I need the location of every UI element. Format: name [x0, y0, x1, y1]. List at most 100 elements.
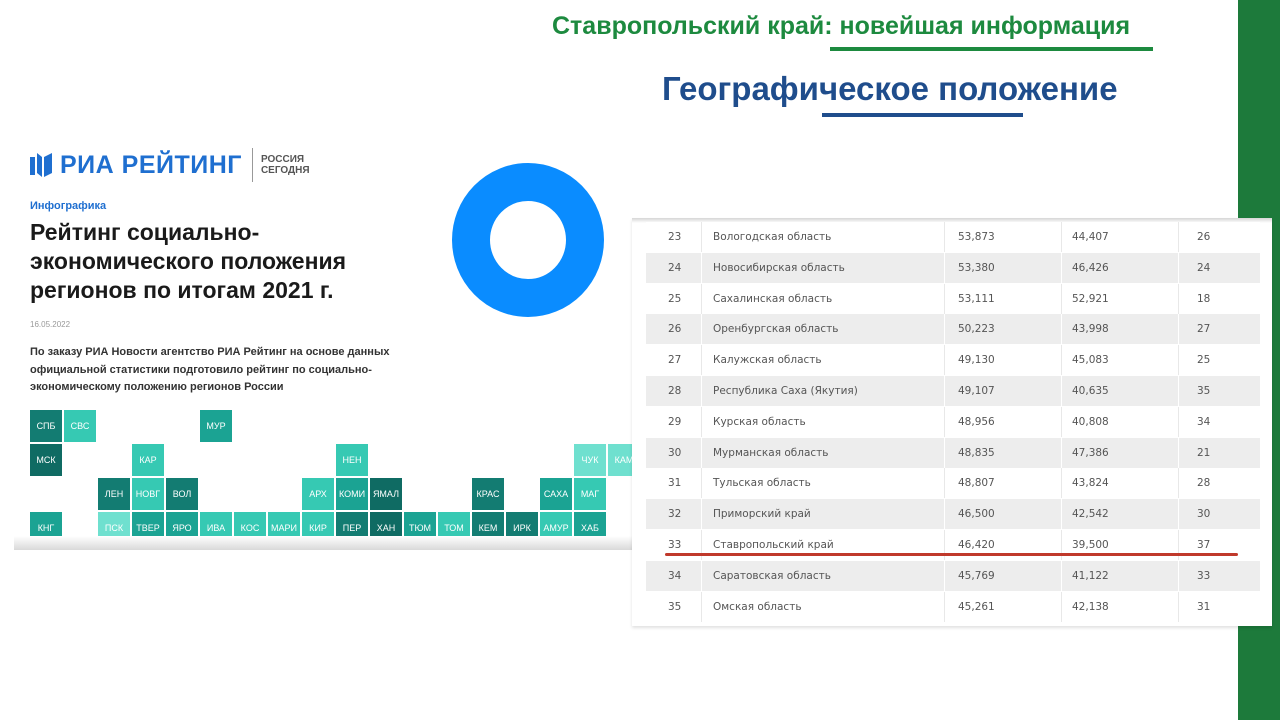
rank-cell: 26 — [668, 323, 682, 336]
column-separator — [701, 376, 702, 406]
region-tile: НЕН — [336, 444, 368, 476]
region-tile: МСК — [30, 444, 62, 476]
previous-rank-cell: 34 — [1197, 415, 1211, 428]
previous-rank-cell: 37 — [1197, 539, 1211, 551]
previous-rank-cell: 25 — [1197, 354, 1211, 367]
rank-cell: 27 — [668, 354, 682, 367]
column-separator — [1178, 314, 1179, 345]
column-separator — [1061, 530, 1062, 560]
value-2020-cell: 39,500 — [1072, 539, 1109, 551]
column-separator — [1178, 437, 1179, 468]
ria-logo-icon — [30, 153, 52, 177]
rank-cell: 25 — [668, 292, 682, 305]
column-separator — [1061, 406, 1062, 437]
rank-cell: 23 — [668, 231, 682, 243]
region-tile: КРАС — [472, 478, 504, 510]
column-separator — [701, 560, 702, 591]
table-row: 24 Новосибирская область 53,380 46,426 24 — [646, 252, 1260, 283]
column-separator — [944, 376, 945, 406]
rank-cell: 34 — [668, 569, 682, 582]
column-separator — [944, 560, 945, 591]
region-tile: ВОЛ — [166, 478, 198, 510]
rank-cell: 24 — [668, 261, 682, 274]
value-2020-cell: 44,407 — [1072, 231, 1109, 243]
region-tile: СВС — [64, 410, 96, 442]
column-separator — [1178, 468, 1179, 499]
screenshot-bottom-fade — [14, 536, 634, 550]
column-separator — [944, 406, 945, 437]
value-2020-cell: 52,921 — [1072, 292, 1109, 305]
region-name-cell: Оренбургская область — [713, 323, 839, 336]
title-underline — [830, 47, 1153, 51]
column-separator — [1061, 591, 1062, 622]
value-2021-cell: 48,807 — [958, 477, 995, 490]
column-separator — [701, 406, 702, 437]
value-2021-cell: 45,769 — [958, 569, 995, 582]
column-separator — [701, 283, 702, 314]
column-separator — [701, 468, 702, 499]
region-name-cell: Вологодская область — [713, 231, 832, 243]
column-separator — [1061, 437, 1062, 468]
table-row: 34 Саратовская область 45,769 41,122 33 — [646, 560, 1260, 591]
value-2020-cell: 40,635 — [1072, 385, 1109, 397]
ria-logo-text: РИА РЕЙТИНГ — [60, 150, 242, 179]
value-2021-cell: 53,111 — [958, 292, 995, 305]
region-tile: КАР — [132, 444, 164, 476]
column-separator — [1178, 283, 1179, 314]
table-row: 31 Тульская область 48,807 43,824 28 — [646, 468, 1260, 499]
column-separator — [1178, 560, 1179, 591]
column-separator — [944, 591, 945, 622]
donut-icon — [452, 163, 604, 317]
value-2021-cell: 46,500 — [958, 508, 995, 521]
column-separator — [1061, 376, 1062, 406]
column-separator — [1178, 222, 1179, 252]
column-separator — [701, 314, 702, 345]
column-separator — [944, 252, 945, 283]
column-separator — [1178, 376, 1179, 406]
column-separator — [701, 530, 702, 560]
column-separator — [944, 314, 945, 345]
column-separator — [944, 222, 945, 252]
column-separator — [701, 437, 702, 468]
article-headline: Рейтинг социально-экономического положен… — [30, 219, 347, 303]
region-name-cell: Мурманская область — [713, 446, 829, 459]
table-row: 30 Мурманская область 48,835 47,386 21 — [646, 437, 1260, 468]
value-2021-cell: 48,835 — [958, 446, 995, 459]
value-2020-cell: 40,808 — [1072, 415, 1109, 428]
region-tile: ЯМАЛ — [370, 478, 402, 510]
column-separator — [944, 345, 945, 376]
rank-cell: 28 — [668, 385, 682, 397]
column-separator — [1061, 222, 1062, 252]
value-2021-cell: 46,420 — [958, 539, 995, 551]
ria-logo: РИА РЕЙТИНГ РОССИЯ СЕГОДНЯ — [30, 148, 310, 182]
column-separator — [944, 499, 945, 530]
logo-divider — [251, 148, 253, 182]
region-tile: ЧУК — [574, 444, 606, 476]
table-top-fade — [632, 218, 1272, 223]
column-separator — [1178, 345, 1179, 376]
region-name-cell: Омская область — [713, 600, 802, 613]
previous-rank-cell: 28 — [1197, 477, 1211, 490]
region-name-cell: Ставропольский край — [713, 539, 834, 551]
slide-subtitle: Географическое положение — [662, 70, 1118, 107]
region-tile: МУР — [200, 410, 232, 442]
column-separator — [701, 499, 702, 530]
value-2021-cell: 48,956 — [958, 415, 995, 428]
region-name-cell: Курская область — [713, 415, 806, 428]
previous-rank-cell: 33 — [1197, 569, 1211, 582]
category-label: Инфографика — [30, 200, 107, 212]
column-separator — [701, 345, 702, 376]
table-row: 28 Республика Саха (Якутия) 49,107 40,635 35 — [646, 376, 1260, 406]
value-2021-cell: 49,130 — [958, 354, 995, 367]
table-row: 35 Омская область 45,261 42,138 31 — [646, 591, 1260, 622]
region-name-cell: Тульская область — [713, 477, 811, 490]
rank-cell: 30 — [668, 446, 682, 459]
russia-today-logo-text: РОССИЯ СЕГОДНЯ — [260, 154, 310, 176]
table-row: 32 Приморский край 46,500 42,542 30 — [646, 499, 1260, 530]
region-tile: СПБ — [30, 410, 62, 442]
column-separator — [701, 252, 702, 283]
previous-rank-cell: 24 — [1197, 261, 1211, 274]
article-lead: По заказу РИА Новости агентство РИА Рейт… — [30, 346, 390, 393]
column-separator — [1061, 468, 1062, 499]
subtitle-underline — [822, 113, 1023, 117]
